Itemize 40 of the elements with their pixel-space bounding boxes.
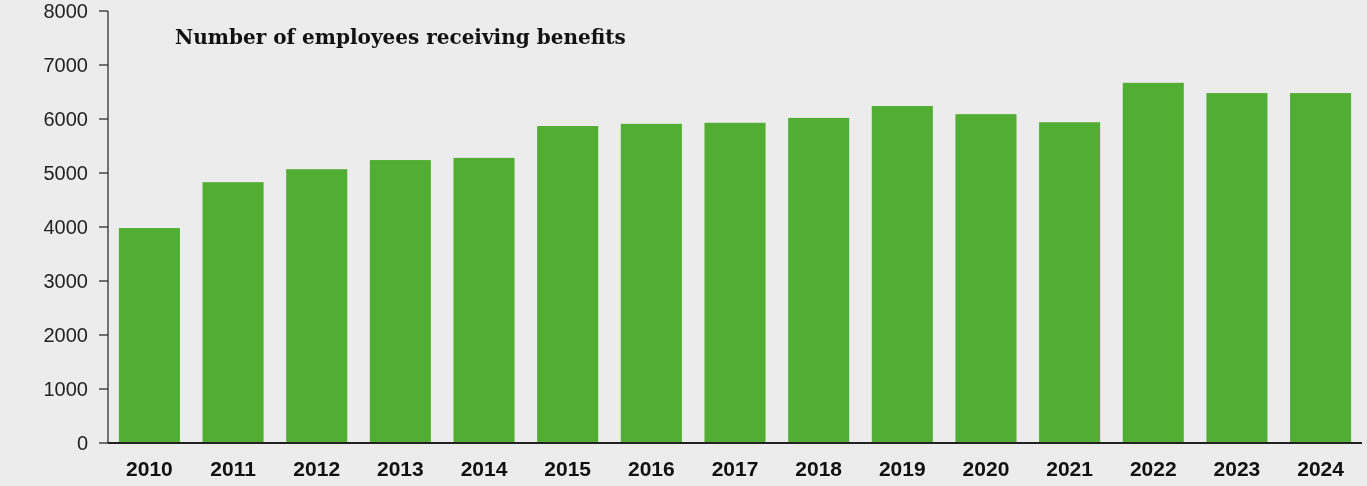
y-tick-label: 1000: [43, 378, 88, 400]
x-tick-label: 2016: [627, 457, 675, 480]
x-tick-label: 2014: [460, 457, 508, 480]
x-tick-label: 2020: [962, 457, 1010, 480]
bar: [369, 160, 431, 443]
bar: [704, 122, 766, 443]
y-tick-label: 8000: [43, 0, 88, 22]
x-tick-label: 2021: [1046, 457, 1094, 480]
bar: [202, 182, 264, 443]
x-tick-label: 2024: [1297, 457, 1345, 480]
bar: [453, 157, 515, 443]
x-tick-label: 2011: [210, 457, 257, 480]
bar: [955, 114, 1017, 443]
y-tick-label: 3000: [43, 270, 88, 292]
y-tick-label: 6000: [43, 108, 88, 130]
x-tick-label: 2015: [544, 457, 592, 480]
y-tick-label: 0: [76, 432, 88, 454]
y-tick-label: 2000: [43, 324, 88, 346]
y-tick-label: 4000: [43, 216, 88, 238]
bar: [1206, 93, 1268, 443]
text: Number of employees receiving benefits: [175, 25, 626, 49]
bar: [871, 106, 933, 443]
bar: [537, 126, 599, 443]
y-tick-label: 7000: [43, 54, 88, 76]
bar: [788, 117, 850, 443]
x-tick-label: 2019: [878, 457, 926, 480]
x-tick-label: 2018: [795, 457, 843, 480]
x-tick-label: 2013: [377, 457, 424, 480]
y-tick-label: 5000: [43, 162, 88, 184]
x-tick-label: 2022: [1129, 457, 1177, 480]
x-tick-label: 2012: [293, 457, 341, 480]
bar: [118, 228, 180, 443]
x-tick-label: 2010: [126, 457, 173, 480]
bar: [620, 123, 682, 443]
x-tick-label: 2023: [1213, 457, 1261, 480]
bar: [286, 169, 348, 443]
bar: [1039, 122, 1101, 443]
bar: [1290, 93, 1352, 443]
x-tick-label: 2017: [711, 457, 759, 480]
bar: [1122, 82, 1184, 443]
